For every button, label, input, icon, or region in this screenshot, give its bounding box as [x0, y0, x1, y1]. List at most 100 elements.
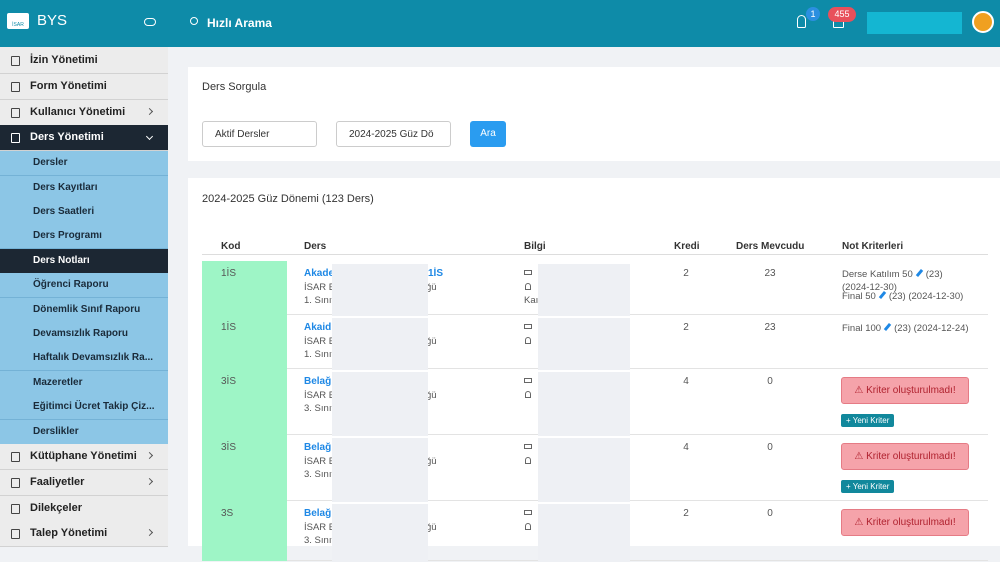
redaction: [332, 264, 428, 316]
code: 1İS: [221, 322, 237, 333]
code: 3İS: [221, 376, 237, 387]
info-icon: [525, 457, 531, 464]
term-select[interactable]: 2024-2025 Güz Dö: [336, 121, 451, 147]
logo-icon: İSAR: [7, 13, 29, 29]
enrolled: 23: [764, 268, 776, 279]
table-header: Ders: [304, 241, 327, 252]
submenu-item[interactable]: Haftalık Devamsızlık Ra...: [0, 346, 168, 372]
submenu-item[interactable]: Eğitimci Ücret Takip Çiz...: [0, 395, 168, 421]
redaction: [538, 438, 630, 502]
redaction: [332, 372, 428, 436]
enrolled: 0: [767, 376, 773, 387]
avatar[interactable]: [972, 11, 994, 33]
submenu-item[interactable]: Ders Saatleri: [0, 200, 168, 225]
course-name[interactable]: Akaid: [304, 322, 332, 333]
submenu-item[interactable]: Öğrenci Raporu: [0, 273, 168, 299]
code-cell: [202, 501, 287, 561]
criterion: Derse Katılım 50 (23) (2024-12-30): [842, 268, 972, 294]
new-criterion-button[interactable]: + Yeni Kriter: [841, 480, 895, 493]
search-button[interactable]: Ara: [470, 121, 506, 147]
submenu-item[interactable]: Derslikler: [0, 419, 168, 445]
credit: 2: [683, 268, 689, 279]
course-name[interactable]: Belağ: [304, 376, 332, 387]
edit-icon[interactable]: [915, 268, 923, 278]
submenu-item[interactable]: Ders Kayıtları: [0, 175, 168, 201]
menu-item[interactable]: Dilekçeler: [0, 495, 168, 522]
redaction: [538, 264, 630, 316]
code: 3S: [221, 508, 234, 519]
user-icon[interactable]: [797, 15, 806, 28]
table-header: Bilgi: [524, 241, 546, 252]
credit: 2: [683, 322, 689, 333]
code-cell: [202, 369, 287, 435]
course-unit-tail: ğü: [426, 282, 437, 293]
table-header: Ders Mevcudu: [736, 241, 805, 252]
status-select[interactable]: Aktif Dersler: [202, 121, 317, 147]
submenu-item[interactable]: Ders Notları: [0, 248, 168, 274]
top-bar: İSAR BYS Hızlı Arama 1 455: [0, 0, 1000, 47]
course-name[interactable]: Belağ: [304, 442, 332, 453]
enrolled: 23: [764, 322, 776, 333]
menu-item[interactable]: İzin Yönetimi: [0, 48, 168, 74]
course-name[interactable]: Akade: [304, 268, 335, 279]
course-unit: İSAR E: [304, 282, 336, 293]
criterion-detail: (23) (2024-12-24): [894, 323, 969, 334]
menu-icon: [11, 133, 20, 144]
menu-item[interactable]: Ders Yönetimi: [0, 125, 168, 152]
menu-item[interactable]: Talep Yönetimi: [0, 521, 168, 548]
course-name[interactable]: Belağ: [304, 508, 332, 519]
course-unit: İSAR E: [304, 456, 336, 467]
menu-item[interactable]: Kütüphane Yönetimi: [0, 444, 168, 470]
criterion-detail: (23) (2024-12-30): [842, 269, 943, 293]
edit-icon[interactable]: [878, 290, 887, 300]
course-unit: İSAR E: [304, 390, 336, 401]
code-cell: [202, 261, 287, 315]
info-icon: [525, 283, 531, 290]
search[interactable]: Hızlı Arama: [207, 16, 272, 30]
course-unit-tail: ğü: [426, 456, 437, 467]
info-icon: [525, 391, 531, 398]
redaction: [538, 372, 630, 436]
criterion-detail: (23) (2024-12-30): [888, 291, 964, 302]
menu-icon: [11, 81, 20, 92]
submenu-item[interactable]: Devamsızlık Raporu: [0, 322, 168, 347]
criterion-name: Final 100: [842, 323, 882, 334]
code-cell: [202, 435, 287, 501]
user-name-box: [867, 12, 962, 34]
menu-icon: [11, 477, 20, 488]
course-name-tail[interactable]: 1İS: [428, 268, 444, 279]
redaction: [332, 438, 428, 502]
enrolled: 0: [767, 442, 773, 453]
table-header: Not Kriterleri: [842, 241, 904, 252]
course-class: 3. Sınıf: [304, 535, 335, 546]
code: 3İS: [221, 442, 237, 453]
course-class: 3. Sınıf: [304, 403, 335, 414]
menu-item[interactable]: Kullanıcı Yönetimi: [0, 99, 168, 126]
logo[interactable]: BYS: [37, 12, 68, 29]
info-icon: [524, 270, 532, 275]
notification-badge: 455: [828, 7, 856, 22]
menu-item[interactable]: Faaliyetler: [0, 469, 168, 496]
credit: 4: [683, 442, 689, 453]
course-unit-tail: ğü: [426, 390, 437, 401]
warning: ⚠ Kriter oluşturulmadı!: [841, 509, 969, 536]
submenu-item[interactable]: Dersler: [0, 151, 168, 177]
criterion: Final 50 (23) (2024-12-30): [842, 290, 972, 303]
redaction: [332, 504, 428, 562]
course-unit: İSAR E: [304, 336, 336, 347]
submenu-item[interactable]: Dönemlik Sınıf Raporu: [0, 297, 168, 323]
menu-item[interactable]: Form Yönetimi: [0, 73, 168, 100]
query-title: Ders Sorgula: [202, 81, 267, 93]
menu-icon: [11, 529, 20, 540]
course-class: 3. Sınıf: [304, 469, 335, 480]
course-class: 1. Sınıf: [304, 295, 335, 306]
edit-icon[interactable]: [883, 322, 892, 332]
credit: 4: [683, 376, 689, 387]
info-icon: [524, 378, 532, 383]
criterion: Final 100 (23) (2024-12-24): [842, 322, 972, 335]
toggle-icon[interactable]: [144, 18, 156, 26]
new-criterion-button[interactable]: + Yeni Kriter: [841, 414, 895, 427]
submenu-item[interactable]: Ders Programı: [0, 224, 168, 250]
submenu-item[interactable]: Mazeretler: [0, 370, 168, 396]
